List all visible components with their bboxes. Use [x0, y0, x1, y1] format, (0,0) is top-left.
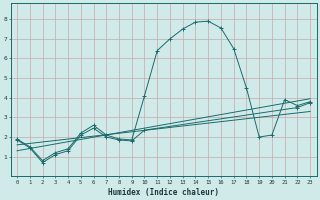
X-axis label: Humidex (Indice chaleur): Humidex (Indice chaleur) — [108, 188, 219, 197]
